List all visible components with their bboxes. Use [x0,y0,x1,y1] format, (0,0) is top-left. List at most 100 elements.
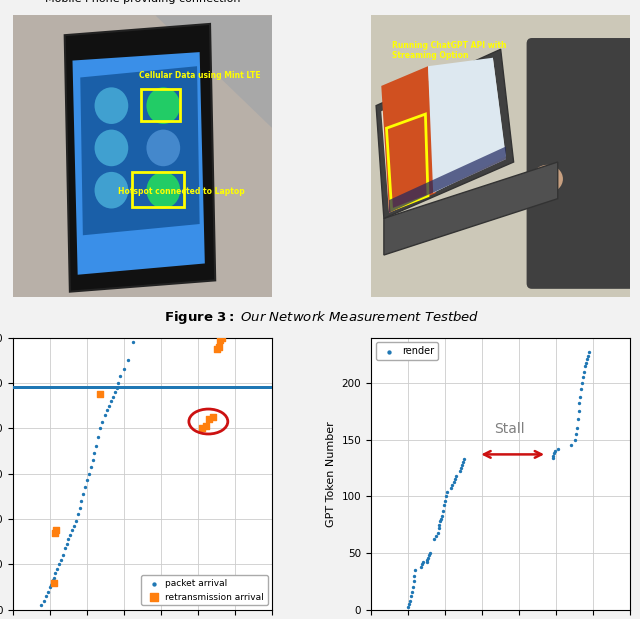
packet arrival [69,521,79,530]
packet arrival [84,469,94,478]
packet arrival [47,578,57,587]
render [422,555,433,565]
render [418,557,428,567]
render [423,553,433,563]
render [440,496,450,506]
retransmission arrival [215,335,225,345]
render [408,576,419,586]
Polygon shape [381,66,436,213]
packet arrival [80,482,90,492]
render [429,534,439,544]
packet arrival [61,539,72,549]
render [577,378,588,388]
Circle shape [95,129,128,167]
packet arrival [88,455,98,465]
Text: Cellular Data using Mint LTE: Cellular Data using Mint LTE [139,71,260,80]
packet arrival [95,423,105,433]
packet arrival [41,591,51,601]
Text: $\mathbf{Figure\ 3:}$$\mathit{\ Our\ Network\ Measurement\ Testbed}$: $\mathbf{Figure\ 3:}$$\mathit{\ Our\ Net… [164,309,479,326]
Bar [141,89,180,121]
Ellipse shape [532,165,563,193]
retransmission arrival [213,342,223,352]
render [404,595,415,605]
retransmission arrival [200,421,211,431]
render [433,527,443,537]
render [435,520,445,530]
packet arrival [45,580,56,590]
Polygon shape [384,162,557,255]
retransmission arrival [51,526,61,535]
render [406,587,417,597]
render [456,463,466,473]
render [580,358,591,368]
retransmission arrival [196,423,207,433]
render [416,561,426,571]
packet arrival [35,600,45,610]
render [447,480,457,490]
render [566,440,576,450]
render [582,354,592,364]
render [410,571,420,581]
packet arrival [51,568,61,578]
packet arrival [111,383,122,392]
render [458,457,468,467]
packet arrival [119,365,129,374]
render [433,523,444,533]
packet arrival [45,582,55,592]
Polygon shape [65,24,215,292]
retransmission arrival [51,527,61,537]
render [437,511,447,521]
Circle shape [147,172,180,209]
packet arrival [60,543,70,553]
render [450,474,460,484]
render [445,483,456,493]
Polygon shape [156,15,272,128]
Circle shape [147,87,180,124]
render [580,361,590,371]
render [442,487,452,497]
Circle shape [95,172,128,209]
packet arrival [39,595,49,605]
packet arrival [109,387,120,397]
render [549,448,559,458]
Legend: render: render [376,342,438,360]
render [424,550,435,560]
Polygon shape [80,66,200,235]
retransmission arrival [208,412,218,422]
render [404,599,414,609]
packet arrival [91,441,101,451]
render [431,531,441,541]
Polygon shape [428,58,506,193]
packet arrival [63,534,74,544]
FancyBboxPatch shape [527,38,636,289]
render [576,384,586,394]
render [573,406,584,416]
render [578,373,588,383]
packet arrival [89,448,99,458]
packet arrival [100,410,111,420]
packet arrival [65,530,76,540]
render [575,392,586,402]
packet arrival [70,516,81,526]
retransmission arrival [95,389,105,399]
render [439,501,449,511]
Polygon shape [389,147,506,213]
packet arrival [113,378,124,388]
retransmission arrival [49,579,59,589]
packet arrival [78,489,88,499]
packet arrival [86,462,96,472]
Ellipse shape [124,41,156,48]
packet arrival [56,555,66,565]
render [435,516,445,526]
packet arrival [47,575,58,585]
packet arrival [106,396,116,406]
packet arrival [72,509,83,519]
render [438,506,448,516]
render [408,582,418,592]
render [458,454,468,464]
render [572,423,582,433]
render [456,460,467,470]
packet arrival [54,560,64,569]
render [572,414,582,424]
packet arrival [58,550,68,560]
